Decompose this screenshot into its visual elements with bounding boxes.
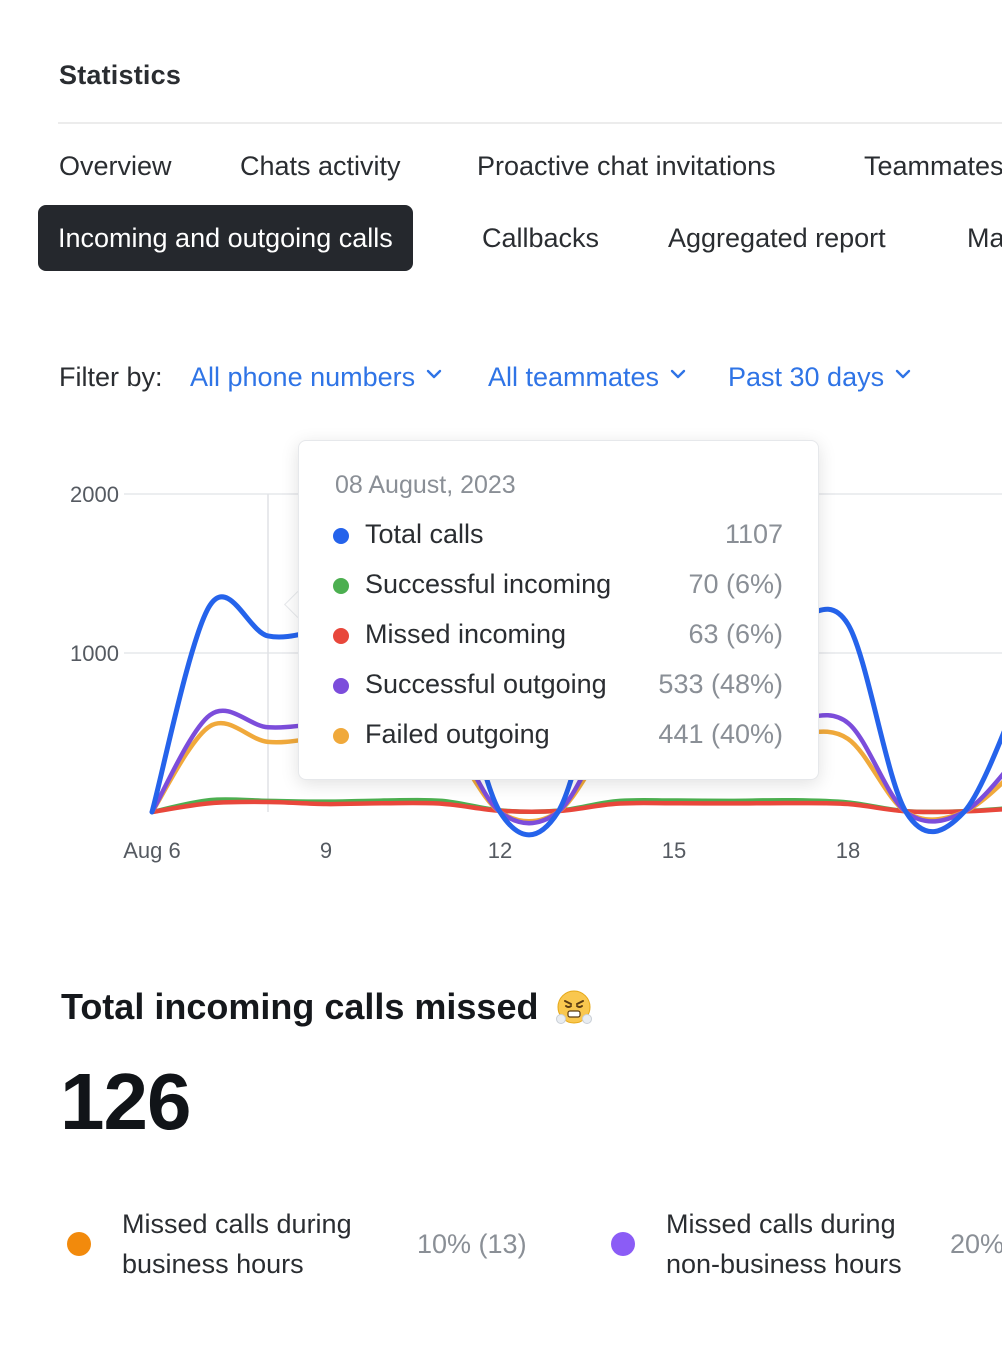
successful-incoming-dot xyxy=(333,578,349,594)
phone-numbers-dropdown[interactable]: All phone numbers xyxy=(190,362,443,393)
tooltip-row-value: 1107 xyxy=(724,519,783,549)
tooltip-row-name: Missed incoming xyxy=(365,619,567,649)
filter-label: Filter by: xyxy=(59,362,163,392)
missed-calls-title: Total incoming calls missed xyxy=(61,986,539,1027)
non-business-hours-dot xyxy=(611,1232,635,1256)
tooltip-row-value: 63 (6%) xyxy=(688,619,783,649)
tooltip-row: Failed outgoing 441 (40%) xyxy=(333,719,783,753)
missed-calls-total: 126 xyxy=(60,1057,191,1146)
x-tick-label: 12 xyxy=(488,838,512,863)
tooltip-row-name: Successful incoming xyxy=(365,569,612,599)
tooltip-row: Missed incoming 63 (6%) xyxy=(333,619,783,653)
tooltip-row-value: 533 (48%) xyxy=(658,669,783,699)
tab-overview[interactable]: Overview xyxy=(59,151,172,181)
x-tick-label: 18 xyxy=(836,838,860,863)
tab-ma[interactable]: Ma xyxy=(967,223,1002,253)
phone-numbers-dropdown-label: All phone numbers xyxy=(190,362,416,392)
total-calls-dot xyxy=(333,528,349,544)
tooltip-row-value: 441 (40%) xyxy=(658,719,783,749)
business-hours-label: Missed calls during business hours xyxy=(122,1209,352,1279)
non-business-hours-label: Missed calls during non-business hours xyxy=(666,1209,902,1279)
tab-teammates[interactable]: Teammates xyxy=(864,151,1002,181)
business-hours-dot xyxy=(67,1232,91,1256)
tab-aggregated-report[interactable]: Aggregated report xyxy=(668,223,886,253)
successful-outgoing-dot xyxy=(333,678,349,694)
tooltip-row-name: Total calls xyxy=(365,519,484,549)
failed-outgoing-dot xyxy=(333,728,349,744)
y-tick-label: 1000 xyxy=(70,641,119,666)
business-hours-value: 10% (13) xyxy=(417,1229,527,1259)
tooltip-date: 08 August, 2023 xyxy=(335,471,516,499)
face-with-steam-from-nose-icon xyxy=(556,990,592,1024)
tooltip-row: Successful outgoing 533 (48%) xyxy=(333,669,783,703)
chevron-down-icon xyxy=(670,369,686,379)
x-tick-label: 9 xyxy=(320,838,332,863)
missed-incoming-line xyxy=(149,799,1002,815)
title-divider xyxy=(58,122,1002,124)
period-dropdown-label: Past 30 days xyxy=(728,362,885,392)
teammates-dropdown-label: All teammates xyxy=(488,362,660,392)
chart-tooltip: 08 August, 2023 Total calls 1107 Success… xyxy=(298,440,819,780)
x-tick-label: 15 xyxy=(662,838,686,863)
chevron-down-icon xyxy=(426,369,442,379)
chevron-down-icon xyxy=(895,369,911,379)
period-dropdown[interactable]: Past 30 days xyxy=(728,362,912,393)
non-business-hours-value: 20% xyxy=(950,1229,1002,1259)
tab-chats-activity[interactable]: Chats activity xyxy=(240,151,401,181)
tab-callbacks[interactable]: Callbacks xyxy=(482,223,600,253)
x-tick-label: Aug 6 xyxy=(123,838,181,863)
tab-incoming-and-outgoing-calls[interactable]: Incoming and outgoing calls xyxy=(38,205,413,271)
tooltip-row-value: 70 (6%) xyxy=(688,569,783,599)
tab-proactive-chat-invitations[interactable]: Proactive chat invitations xyxy=(477,151,776,181)
tooltip-row: Total calls 1107 xyxy=(333,519,783,553)
teammates-dropdown[interactable]: All teammates xyxy=(488,362,687,393)
tooltip-row-name: Successful outgoing xyxy=(365,669,607,699)
y-tick-label: 2000 xyxy=(70,482,119,507)
page-title: Statistics xyxy=(59,60,182,90)
tooltip-row: Successful incoming 70 (6%) xyxy=(333,569,783,603)
missed-incoming-dot xyxy=(333,628,349,644)
tooltip-row-name: Failed outgoing xyxy=(365,719,550,749)
